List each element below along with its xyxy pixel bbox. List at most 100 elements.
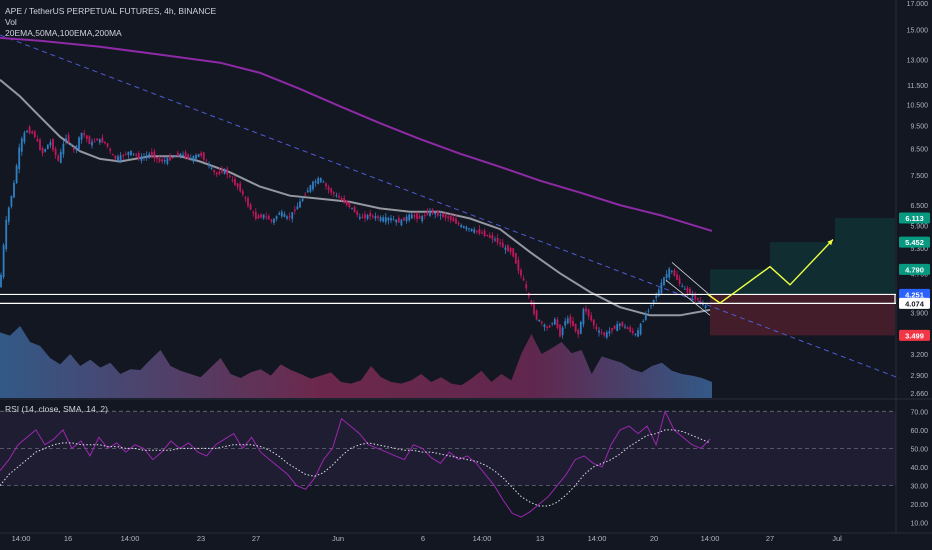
candle-body — [153, 151, 156, 159]
candle-body — [283, 213, 286, 217]
candle-body — [699, 300, 702, 303]
candle-body — [265, 216, 268, 218]
candle-body — [54, 148, 57, 156]
candle-body — [618, 323, 621, 326]
candle-body — [647, 310, 650, 312]
candle-body — [514, 253, 517, 264]
candle-body — [356, 211, 359, 215]
candle-body — [657, 289, 660, 297]
candle-body — [166, 158, 169, 164]
time-axis-label: 6 — [421, 534, 425, 543]
candle-body — [637, 330, 639, 337]
candle-body — [384, 217, 387, 223]
candle-body — [390, 218, 392, 221]
candle-body — [231, 180, 234, 182]
candle-body — [325, 183, 327, 187]
candle-body — [96, 138, 99, 141]
projection-path — [707, 239, 834, 304]
candle-body — [572, 320, 574, 327]
candle-body — [104, 141, 106, 144]
candle-body — [608, 331, 611, 334]
time-axis-label: 14:00 — [701, 534, 720, 543]
candle-body — [351, 207, 353, 209]
candle-body — [109, 148, 112, 151]
candle-body — [426, 211, 429, 215]
price-axis-label: 2.900 — [910, 373, 928, 380]
candle-body — [257, 215, 260, 219]
candle-body — [447, 216, 450, 219]
candle-body — [171, 157, 174, 159]
rsi-axis-label: 40.00 — [910, 465, 928, 472]
candle-body — [67, 134, 70, 143]
candle-body — [184, 152, 187, 158]
candle-body — [403, 217, 405, 221]
candle-body — [702, 303, 704, 306]
candle-body — [83, 133, 86, 136]
candle-body — [374, 215, 377, 219]
candle-body — [660, 282, 663, 294]
candle-body — [228, 175, 231, 177]
candle-body — [468, 228, 470, 230]
candle-body — [306, 190, 309, 193]
candle-body — [85, 135, 88, 139]
candle-body — [197, 153, 200, 158]
candle-body — [377, 216, 379, 219]
candle-body — [551, 322, 554, 324]
candle-body — [20, 138, 23, 152]
price-badge — [899, 236, 930, 248]
volume-indicator-label[interactable]: Vol — [5, 17, 17, 27]
time-axis-label: Jun — [332, 534, 344, 543]
rsi-indicator-label[interactable]: RSI (14, close, SMA, 14, 2) — [5, 404, 108, 414]
candle-body — [254, 211, 257, 219]
candle-body — [644, 314, 647, 320]
candle-body — [624, 326, 626, 328]
candle-body — [182, 154, 184, 156]
candle-body — [400, 219, 403, 226]
time-axis-label: 20 — [650, 534, 658, 543]
time-axis-label: 23 — [197, 534, 205, 543]
candle-body — [689, 288, 691, 295]
candle-body — [676, 274, 678, 280]
candle-body — [462, 226, 465, 228]
candle-body — [156, 157, 158, 159]
candle-body — [569, 316, 572, 324]
candle-body — [52, 139, 54, 151]
moving-averages-label[interactable]: 20EMA,50MA,100EMA,200MA — [5, 28, 122, 38]
candle-body — [192, 155, 195, 162]
candle-body — [335, 195, 338, 197]
symbol-title[interactable]: APE / TetherUS PERPETUAL FUTURES, 4h, BI… — [5, 6, 217, 16]
candle-body — [322, 181, 325, 183]
candle-body — [548, 325, 551, 328]
candle-body — [434, 212, 437, 215]
candle-body — [18, 147, 21, 170]
candle-body — [114, 155, 117, 159]
rsi-axis-label: 50.00 — [910, 446, 928, 453]
candle-body — [361, 216, 364, 219]
candle-body — [410, 214, 413, 219]
candle-body — [582, 308, 585, 325]
candle-body — [465, 226, 468, 230]
candle-body — [33, 131, 36, 138]
candle-body — [488, 235, 491, 238]
candle-body — [41, 147, 44, 154]
candle-body — [499, 242, 502, 245]
candle-body — [494, 239, 496, 241]
candle-body — [566, 318, 569, 324]
candle-body — [93, 141, 96, 143]
candle-body — [626, 327, 629, 330]
candle-body — [395, 219, 398, 223]
time-axis-label: 16 — [64, 534, 72, 543]
candle-body — [481, 232, 483, 234]
candle-body — [525, 284, 528, 289]
stop-zone — [835, 294, 895, 336]
candle-body — [0, 274, 2, 288]
candle-body — [205, 160, 208, 162]
candle-body — [31, 131, 34, 134]
price-axis-label: 3.900 — [910, 311, 928, 318]
candle-body — [634, 334, 637, 336]
candle-body — [59, 151, 62, 163]
candle-body — [174, 156, 177, 158]
candle-body — [559, 324, 561, 337]
